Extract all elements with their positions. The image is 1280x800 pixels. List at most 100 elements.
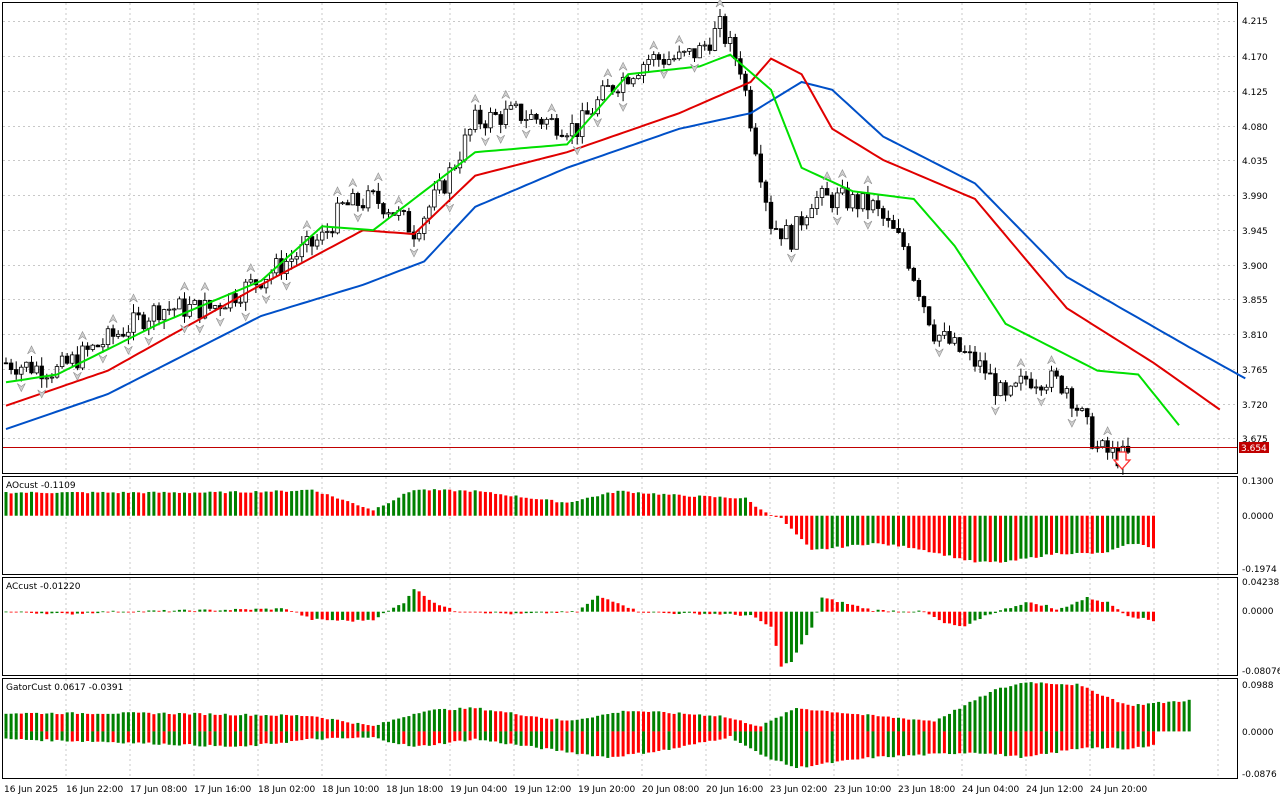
gator-upper-bar [810,710,814,732]
ac-bar [208,609,212,612]
ac-bar [489,611,492,614]
candle-bull [549,118,554,120]
gator-lower-bar [132,731,135,744]
candle-bull [238,301,243,304]
gator-upper-bar [922,720,926,732]
gator-lower-bar [407,731,411,747]
price-label: 4.080 [1242,123,1268,133]
ao-bar [264,491,268,516]
gator-upper-bar [402,717,406,732]
fractal-down-icon [1037,397,1046,407]
ac-bar [1141,611,1145,618]
ao-bar [550,499,554,516]
ao-bar [774,515,778,517]
gator-upper-bar [4,713,8,732]
gator-lower-bar [157,731,161,745]
ao-bar [555,502,559,516]
candle-bull [44,377,49,380]
ao-bar [504,495,508,516]
price-label: 3.900 [1242,262,1268,272]
gator-upper-bar [381,722,385,732]
candle-bull [697,45,702,59]
gator-upper-bar [524,716,528,732]
gator-upper-bar [376,724,380,732]
ao-bar [560,502,564,516]
ao-bar [851,515,855,545]
gator-lower-bar [295,731,299,741]
gator-lower-bar [346,731,350,739]
gator-upper-bar [91,714,95,732]
gator-upper-bar [422,711,426,732]
ac-bar [188,610,192,612]
ao-bar [1101,515,1104,553]
ao-panel[interactable] [2,476,1238,575]
ao-bar [514,495,518,516]
ac-bar [142,611,146,613]
gator-upper-bar [698,714,702,732]
ac-bar [346,611,350,621]
ao-bar [19,492,23,516]
ao-bar [1121,515,1125,546]
gator-upper-bar [1075,683,1079,732]
candle-bear [110,328,116,337]
candle-bear [947,331,952,344]
gator-upper-bar [1070,685,1074,732]
candle-bear [65,355,70,364]
ac-bar [223,609,227,612]
gator-lower-bar [193,731,197,746]
ac-bar [698,611,702,615]
ac-bar [361,611,365,621]
fractal-up-icon [1103,426,1112,436]
ac-bar [193,611,197,613]
gator-lower-bar [642,731,645,754]
candle-bull [503,108,508,125]
gator-upper-bar [723,717,727,732]
ao-bar [1070,515,1074,555]
gator-lower-bar [540,731,543,750]
candle-bear [156,305,162,321]
fractal-down-icon [481,137,490,147]
ac-bar [1152,611,1155,622]
gator-lower-bar [800,731,804,767]
candle-bear [962,351,967,353]
gator-lower-bar [840,731,844,761]
candle-bear [121,333,126,337]
candle-bear [1028,378,1034,389]
gator-upper-bar [96,713,100,732]
gator-lower-bar [70,731,74,742]
gator-upper-bar [468,707,472,732]
candle-bear [554,118,559,136]
gator-upper-bar [754,725,758,732]
main-panel[interactable] [2,2,1238,474]
ac-bar [1055,609,1059,612]
candle-bear [75,354,80,369]
down-arrow-icon[interactable] [1112,451,1132,470]
ao-bar [897,515,900,547]
ao-bar [738,498,742,516]
ac-bar [152,610,156,612]
ao-bar [626,491,630,516]
candle-bear [518,103,524,121]
candle-bull [151,305,157,322]
fractal-down-icon [124,345,133,355]
candle-bear [891,220,896,229]
ao-bar [101,491,105,516]
gator-upper-bar [601,714,605,732]
ao-bar [642,493,645,516]
ao-bar [1009,515,1013,561]
gator-upper-bar [1182,701,1186,732]
gator-panel[interactable] [2,678,1238,779]
gator-lower-bar [387,731,390,743]
ac-bar [1085,597,1089,612]
gator-lower-bar [591,731,594,757]
gator-upper-bar [81,713,84,732]
candle-bull [860,193,865,210]
ac-bar [560,611,564,613]
ac-bar [958,611,962,627]
ac-panel[interactable] [2,577,1238,676]
gator-lower-bar [427,731,431,746]
ac-bar [871,611,875,612]
gator-upper-bar [825,710,829,732]
ac-histogram [4,589,1155,667]
